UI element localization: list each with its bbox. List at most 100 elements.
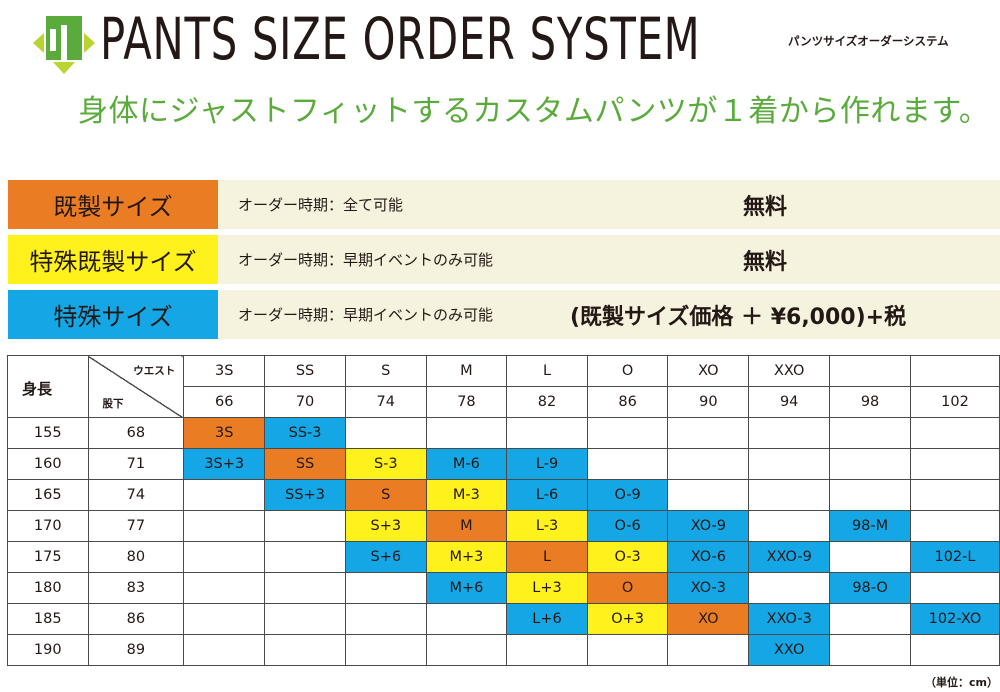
size-code-cell: [183, 603, 266, 635]
inseam-cell: 77: [87, 510, 185, 542]
size-type-period: オーダー時期：早期イベントのみ可能: [238, 306, 494, 324]
size-code-cell: [183, 479, 266, 511]
height-cell: 190: [7, 634, 89, 666]
inseam-header-label: 股下: [102, 398, 124, 410]
height-cell: 160: [7, 448, 89, 480]
size-code-cell: [829, 603, 911, 635]
size-code-cell: [183, 510, 266, 542]
size-code-cell: [586, 634, 669, 666]
waist-header-label: ウエスト: [133, 365, 176, 377]
inseam-cell: 89: [87, 634, 185, 666]
size-table-row: 175 80 S+6 M+3 L O-3 XO-6 XXO-9 102-L: [7, 541, 1000, 573]
size-code-cell: [344, 634, 427, 666]
height-cell: 175: [7, 541, 89, 573]
height-cell: 185: [7, 603, 89, 635]
size-table-row: 180 83 M+6 L+3 O XO-3 98-O: [7, 572, 1000, 604]
size-code-cell: [183, 634, 266, 666]
page-title: PANTS SIZE ORDER SYSTEM: [100, 5, 701, 73]
waist-cell: 102: [909, 386, 1000, 418]
tagline: 身体にジャストフィットするカスタムパンツが１着から作れます。: [78, 94, 990, 129]
size-code-cell: XO-3: [667, 572, 750, 604]
size-code-cell: [183, 572, 266, 604]
waist-cell: 70: [264, 386, 346, 418]
size-code-cell: M: [425, 510, 508, 542]
size-code-cell: [506, 634, 588, 666]
size-code-cell: O-9: [586, 479, 669, 511]
unit-note: （単位：cm）: [925, 676, 998, 689]
size-name-cell: XO: [667, 355, 750, 387]
size-code-cell: S-3: [344, 448, 427, 480]
inseam-cell: 68: [87, 417, 185, 449]
size-code-cell: L: [506, 541, 588, 573]
size-type-period: オーダー時期：全て可能: [238, 196, 404, 214]
size-code-cell: [829, 541, 911, 573]
size-code-cell: [586, 448, 669, 480]
size-type-label: 既製サイズ: [8, 180, 218, 229]
size-code-cell: [264, 572, 346, 604]
size-code-cell: 3S: [183, 417, 266, 449]
size-code-cell: SS+3: [264, 479, 346, 511]
pants-size-logo-icon: [33, 16, 95, 74]
waist-row: 66 70 74 78 82 86 90 94 98 102: [8, 386, 1000, 418]
size-code-cell: [425, 603, 508, 635]
size-code-cell: [829, 479, 911, 511]
size-table-row: 170 77 S+3 M L-3 O-6 XO-9 98-M: [7, 510, 1000, 542]
size-code-cell: XXO-3: [748, 603, 831, 635]
page-subtitle: パンツサイズオーダーシステム: [788, 34, 949, 48]
waist-cell: 78: [425, 386, 508, 418]
size-code-cell: O+3: [586, 603, 669, 635]
size-name-cell: O: [586, 355, 669, 387]
size-code-cell: S+6: [344, 541, 427, 573]
size-name-cell: [909, 355, 1000, 387]
size-code-cell: XXO-9: [748, 541, 831, 573]
waist-cell: 94: [748, 386, 831, 418]
inseam-cell: 86: [87, 603, 185, 635]
size-code-cell: [264, 510, 346, 542]
size-name-cell: 3S: [183, 355, 266, 387]
size-type-legend: 既製サイズ オーダー時期：全て可能 無料 特殊既製サイズ オーダー時期：早期イベ…: [8, 180, 1000, 345]
waist-cell: 66: [183, 386, 266, 418]
size-code-cell: [748, 417, 831, 449]
size-code-cell: SS-3: [264, 417, 346, 449]
size-type-period: オーダー時期：早期イベントのみ可能: [238, 251, 494, 269]
size-code-cell: 98-O: [829, 572, 911, 604]
size-table-row: 155 68 3S SS-3: [7, 417, 1000, 449]
size-code-cell: M+3: [425, 541, 508, 573]
size-code-cell: [586, 417, 669, 449]
height-header-label: 身長: [22, 380, 53, 398]
size-table-row: 160 71 3S+3 SS S-3 M-6 L-9: [7, 448, 1000, 480]
size-code-cell: [909, 572, 1000, 604]
size-code-cell: [909, 634, 1000, 666]
inseam-cell: 80: [87, 541, 185, 573]
size-code-cell: SS: [264, 448, 346, 480]
inseam-cell: 71: [87, 448, 185, 480]
size-code-cell: O-6: [586, 510, 669, 542]
size-code-cell: M-6: [425, 448, 508, 480]
size-code-cell: 102-XO: [909, 603, 1000, 635]
size-code-cell: L-6: [506, 479, 588, 511]
size-code-cell: [344, 572, 427, 604]
size-name-cell: S: [344, 355, 427, 387]
size-code-cell: [829, 417, 911, 449]
size-code-cell: S+3: [344, 510, 427, 542]
size-table-row: 165 74 SS+3 S M-3 L-6 O-9: [7, 479, 1000, 511]
size-code-cell: L-3: [506, 510, 588, 542]
size-code-cell: [344, 603, 427, 635]
size-code-cell: [264, 634, 346, 666]
size-type-label: 特殊サイズ: [8, 290, 218, 339]
size-code-cell: [667, 417, 750, 449]
size-name-cell: XXO: [748, 355, 831, 387]
height-cell: 155: [7, 417, 89, 449]
size-code-cell: O: [586, 572, 669, 604]
size-name-cell: M: [425, 355, 508, 387]
size-code-cell: [748, 448, 831, 480]
size-code-cell: [667, 448, 750, 480]
size-code-cell: XO-6: [667, 541, 750, 573]
size-code-cell: [264, 603, 346, 635]
size-code-cell: [909, 479, 1000, 511]
size-type-price: (既製サイズ価格 ＋ ¥6,000)+税: [570, 304, 907, 330]
height-cell: 170: [7, 510, 89, 542]
size-code-cell: [264, 541, 346, 573]
size-code-cell: [748, 479, 831, 511]
size-code-cell: 98-M: [829, 510, 911, 542]
